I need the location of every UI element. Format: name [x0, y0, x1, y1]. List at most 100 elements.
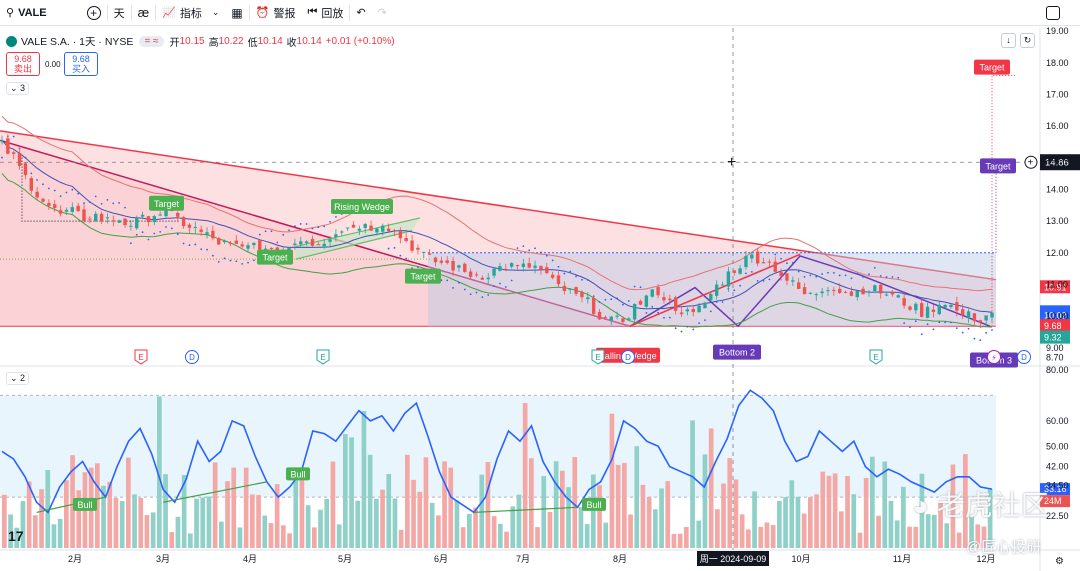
volume-bar: [405, 454, 410, 548]
psar-dot: [961, 331, 964, 334]
psar-dot: [399, 254, 402, 257]
interval-button[interactable]: 天: [113, 7, 125, 20]
candle-body: [873, 285, 877, 292]
chart-type-button[interactable]: ӕ: [132, 0, 156, 26]
volume-bar: [70, 455, 75, 548]
volume-bar: [845, 476, 850, 548]
psar-dot: [323, 225, 326, 228]
sell-button[interactable]: 9.68 卖出: [6, 52, 40, 76]
price-label-text: 9.32: [1044, 333, 1062, 343]
buy-button[interactable]: 9.68 买入: [64, 52, 98, 76]
psar-dot: [458, 281, 460, 284]
volume-bar: [733, 479, 739, 548]
lower-indicators-toggle[interactable]: ⌄ 2: [6, 372, 30, 385]
templates-button[interactable]: ▦: [225, 0, 248, 26]
plus-circle-icon: +: [86, 5, 101, 20]
dividend-marker-icon: [1017, 350, 1031, 364]
volume-bar: [76, 490, 82, 548]
candle-body: [176, 212, 180, 217]
redo-button[interactable]: ↷: [372, 0, 393, 26]
candle-body: [515, 264, 520, 266]
volume-bar: [8, 514, 13, 548]
volume-bar: [237, 527, 243, 548]
compare-pill[interactable]: = ≈: [139, 35, 164, 47]
psar-dot: [633, 285, 636, 288]
fullscreen-button[interactable]: [1040, 0, 1066, 26]
candle-body: [808, 292, 813, 294]
volume-bar: [349, 437, 354, 548]
close-label: 收: [286, 37, 297, 49]
pattern-label-text: Falling Wedge: [599, 351, 656, 361]
volume-bar: [45, 469, 51, 548]
symbol-logo-icon: [6, 35, 17, 47]
psar-dot: [680, 330, 683, 333]
psar-dot: [141, 231, 144, 234]
event-marker-label: E: [138, 353, 143, 362]
volume-bar: [715, 509, 720, 548]
symbol-search[interactable]: ⚲ VALE: [0, 0, 53, 26]
volume-bar: [814, 494, 819, 548]
psar-dot: [188, 244, 191, 247]
volume-bar: [634, 446, 640, 548]
rsi-layer: [1, 389, 993, 514]
chart-title[interactable]: VALE S.A. · 1天 · NYSE: [21, 35, 134, 48]
psar-dot: [504, 286, 507, 288]
price-indicators-toggle[interactable]: ⌄ 3: [6, 82, 30, 95]
candle-body: [832, 289, 836, 291]
undo-button[interactable]: ↶: [350, 0, 371, 26]
pattern-label-box: [405, 268, 441, 284]
candle-body: [691, 308, 695, 313]
wedge-inner-area: [0, 140, 996, 327]
psar-dot: [885, 276, 888, 278]
candle-body: [29, 178, 33, 191]
candle-body: [263, 248, 268, 250]
low-label: 低: [247, 37, 258, 49]
candle-body: [299, 241, 303, 245]
volume-bar: [144, 515, 150, 548]
ohlc-legend: VALE S.A. · 1天 · NYSE = ≈ 开 10.15 高 10.2…: [6, 33, 395, 49]
psar-dot: [194, 243, 197, 246]
psar-dot: [182, 242, 185, 245]
volume-bar: [107, 481, 113, 548]
candle-body: [504, 268, 508, 270]
price-tick-label: 15.00: [1046, 153, 1069, 163]
psar-dot: [6, 135, 9, 138]
psar-dot: [791, 261, 794, 264]
volume-bar: [256, 494, 261, 548]
volume-bar: [702, 454, 708, 548]
psar-dot: [674, 327, 677, 330]
candle-body: [791, 280, 795, 282]
bollinger-layer: [1, 116, 993, 341]
candle-body: [785, 273, 789, 281]
event-marker-label: E: [595, 353, 600, 362]
replay-button[interactable]: ⏮ 回放: [301, 0, 349, 26]
volume-bar: [913, 526, 919, 548]
psar-dot: [405, 257, 408, 260]
volume-bar: [752, 491, 757, 548]
compare-button[interactable]: +: [81, 0, 107, 26]
psar-dot: [914, 320, 917, 323]
bull-divergence-line: [163, 481, 267, 503]
psar-dot: [540, 251, 542, 254]
psar-dot: [709, 310, 712, 313]
psar-dot: [774, 253, 777, 256]
refresh-button[interactable]: ↻: [1020, 33, 1035, 48]
square-icon: [1046, 5, 1060, 20]
psar-dot: [950, 321, 952, 324]
indicators-button[interactable]: 📈 指标 ⌄: [156, 0, 225, 26]
candle-body: [70, 207, 74, 212]
psar-dot: [124, 206, 126, 209]
alert-button[interactable]: ⏰ 警报: [250, 0, 302, 26]
candle-body: [961, 309, 965, 316]
volume-bar: [460, 527, 466, 548]
candle-body: [76, 205, 80, 212]
candle-body: [574, 287, 578, 294]
candle-body: [550, 274, 555, 278]
wedge-lower-line: [0, 139, 631, 327]
volume-bar: [361, 411, 367, 548]
price-label-text: 10.02: [1044, 310, 1067, 320]
scroll-down-button[interactable]: ↓: [1001, 33, 1016, 48]
candle-body: [586, 297, 590, 300]
pattern-label-text: Target: [262, 253, 288, 263]
psar-dot: [639, 286, 642, 289]
